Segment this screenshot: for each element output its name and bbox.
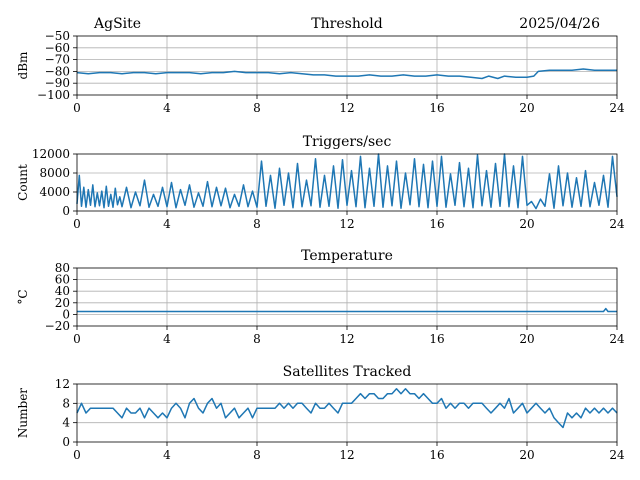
satellites-ylabel: Number	[16, 388, 30, 438]
threshold-xtick-label: 20	[519, 101, 534, 115]
threshold-xtick-label: 0	[73, 101, 81, 115]
satellites-xtick-label: 16	[429, 448, 444, 462]
temperature-ytick-label: 40	[55, 284, 70, 298]
satellites-ytick-label: 0	[62, 435, 70, 449]
triggers-xtick-label: 16	[429, 217, 444, 231]
threshold-xtick-label: 8	[253, 101, 261, 115]
temperature-xtick-label: 0	[73, 332, 81, 346]
triggers-panel: 0 4 8 12 16 20 24 0 4000 8000 12000 Triggers/sec Cou…	[16, 134, 625, 231]
temperature-ylabel: °C	[16, 289, 30, 304]
threshold-xtick-label: 16	[429, 101, 444, 115]
satellites-series-line	[76, 388, 618, 429]
satellites-ytick-label: 12	[55, 377, 70, 391]
triggers-xtick-label: 12	[339, 217, 354, 231]
triggers-xtick-label: 24	[609, 217, 625, 231]
temperature-ytick-label: 80	[55, 261, 70, 275]
chart-panels: 0 4 8 12 16 20 24 −100−90−80−70−60−50 Threshold d…	[16, 16, 625, 462]
temperature-xtick-label: 8	[253, 332, 261, 346]
temperature-xtick-label: 16	[429, 332, 444, 346]
threshold-ytick-label: −50	[45, 29, 70, 43]
satellites-panel: 0 4 8 12 16 20 24 0 4 8 12 Satellites Tracked Number	[16, 364, 625, 462]
threshold-panel: 0 4 8 12 16 20 24 −100−90−80−70−60−50 Threshold d…	[16, 16, 625, 115]
triggers-xtick-label: 4	[163, 217, 171, 231]
temperature-title: Temperature	[301, 248, 393, 264]
triggers-ylabel: Count	[16, 164, 30, 201]
threshold-title: Threshold	[311, 16, 382, 32]
threshold-ylabel: dBm	[16, 51, 30, 80]
triggers-xtick-label: 0	[73, 217, 81, 231]
temperature-series-line	[77, 307, 617, 313]
triggers-ytick-label: 8000	[39, 166, 70, 180]
temperature-ytick-label: 60	[55, 273, 70, 287]
triggers-xtick-label: 20	[519, 217, 534, 231]
satellites-ytick-label: 4	[62, 416, 70, 430]
triggers-title: Triggers/sec	[303, 134, 392, 150]
satellites-xtick-label: 24	[609, 448, 625, 462]
site-name: AgSite	[93, 16, 141, 32]
satellites-xtick-label: 8	[253, 448, 261, 462]
threshold-xtick-label: 12	[339, 101, 354, 115]
threshold-ytick-label: −100	[37, 88, 70, 102]
triggers-ytick-label: 12000	[32, 147, 70, 161]
threshold-ytick-label: −60	[45, 41, 70, 55]
temperature-xtick-label: 12	[339, 332, 354, 346]
threshold-ytick-label: −90	[45, 76, 70, 90]
temperature-ytick-label: 0	[62, 307, 70, 321]
temperature-xtick-label: 24	[609, 332, 625, 346]
satellites-title: Satellites Tracked	[283, 364, 412, 380]
threshold-ytick-label: −70	[45, 53, 70, 67]
triggers-ytick-label: 0	[62, 204, 70, 218]
threshold-series-line	[76, 68, 617, 80]
triggers-ytick-label: 4000	[39, 185, 70, 199]
triggers-xtick-label: 8	[253, 217, 261, 231]
satellites-ytick-label: 8	[62, 396, 70, 410]
threshold-xtick-label: 24	[609, 101, 625, 115]
report-date: 2025/04/26	[519, 16, 600, 32]
satellites-xtick-label: 20	[519, 448, 534, 462]
satellites-xtick-label: 4	[163, 448, 171, 462]
satellites-xtick-label: 0	[73, 448, 81, 462]
threshold-ytick-label: −80	[45, 64, 70, 78]
threshold-xtick-label: 4	[163, 101, 171, 115]
temperature-xtick-label: 4	[163, 332, 171, 346]
temperature-ytick-label: −20	[45, 319, 70, 333]
temperature-ytick-label: 20	[55, 296, 70, 310]
temperature-xtick-label: 20	[519, 332, 534, 346]
triggers-series-line	[76, 153, 618, 210]
satellites-xtick-label: 12	[339, 448, 354, 462]
